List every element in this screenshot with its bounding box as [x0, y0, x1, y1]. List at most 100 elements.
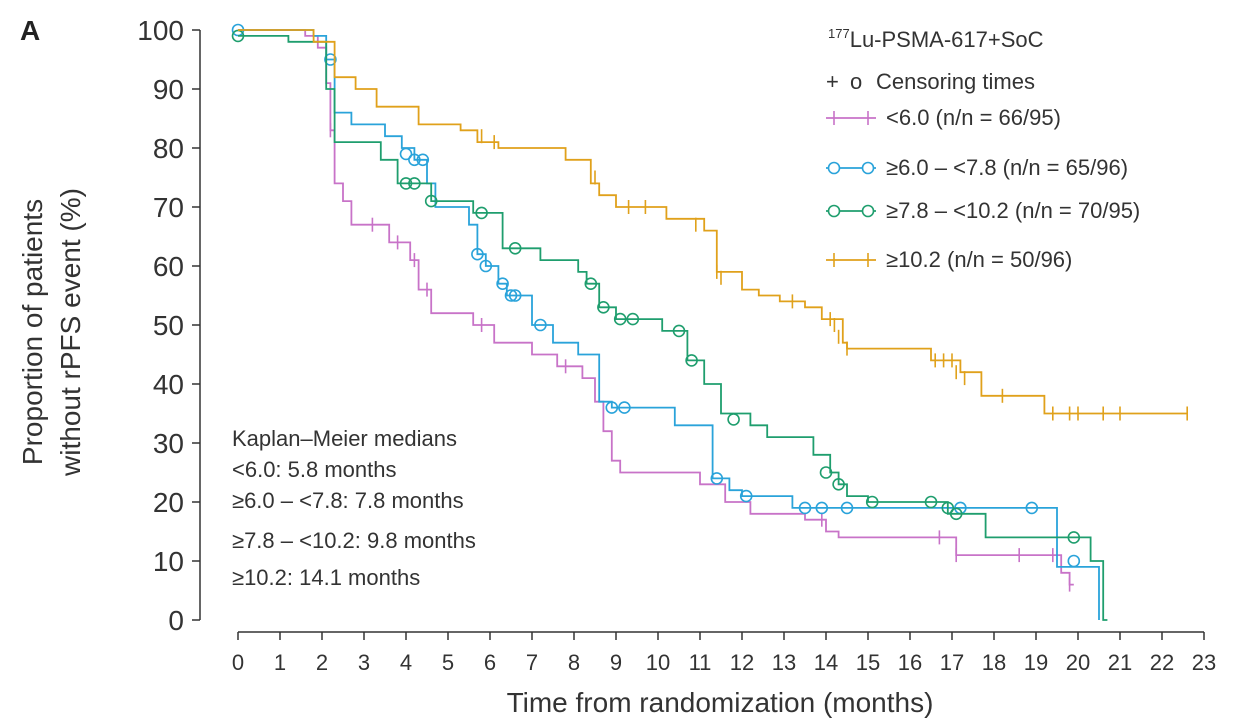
legend-entry-orange: ≥10.2 (n/n = 50/96)	[826, 247, 1072, 272]
x-axis-label: Time from randomization (months)	[507, 687, 934, 718]
x-tick-label: 12	[730, 650, 754, 675]
legend-label: ≥10.2 (n/n = 50/96)	[886, 247, 1072, 272]
x-tick-label: 13	[772, 650, 796, 675]
censor-mark	[613, 312, 627, 326]
censor-mark	[1067, 531, 1081, 544]
censor-mark	[949, 507, 963, 521]
legend-title: 177Lu-PSMA-617+SoC	[828, 26, 1044, 52]
censor-mark	[597, 300, 610, 314]
x-tick-label: 15	[856, 650, 880, 675]
censor-mark	[408, 177, 421, 190]
censor-mark	[605, 401, 619, 414]
x-tick-label: 3	[358, 650, 370, 675]
censor-mark	[819, 466, 833, 479]
legend-label: ≥6.0 – <7.8 (n/n = 65/96)	[886, 155, 1128, 180]
censor-mark	[508, 289, 522, 302]
x-tick-label: 2	[316, 650, 328, 675]
censor-mark	[496, 277, 509, 291]
censor-mark	[324, 53, 337, 66]
km-curve-blue	[238, 29, 1100, 620]
legend-marker	[861, 204, 875, 218]
x-tick-label: 16	[898, 650, 922, 675]
y-tick-label: 100	[137, 15, 184, 46]
km-medians-heading: Kaplan–Meier medians	[232, 426, 457, 451]
censor-mark	[618, 401, 631, 414]
censor-mark	[1067, 554, 1081, 568]
km-median-line-2: ≥6.0 – <7.8: 7.8 months	[232, 488, 464, 513]
censor-mark	[840, 501, 854, 515]
y-tick-label: 90	[153, 74, 184, 105]
y-tick-label: 60	[153, 251, 184, 282]
censor-mark	[685, 354, 698, 367]
x-tick-label: 1	[274, 650, 286, 675]
censor-mark	[471, 247, 484, 261]
censor-mark	[508, 242, 522, 255]
series-orange	[238, 29, 1188, 421]
y-tick-label: 50	[153, 310, 184, 341]
panel-label: A	[20, 15, 40, 46]
censor-mark	[798, 501, 812, 515]
km-curve-pink	[238, 29, 1074, 586]
y-tick-label: 80	[153, 133, 184, 164]
legend-entry-blue: ≥6.0 – <7.8 (n/n = 65/96)	[826, 155, 1128, 180]
y-tick-label: 30	[153, 428, 184, 459]
legend-label: <6.0 (n/n = 66/95)	[886, 105, 1061, 130]
x-tick-label: 20	[1066, 650, 1090, 675]
series-pink	[238, 29, 1074, 592]
y-tick-label: 0	[168, 605, 184, 636]
censor-mark	[399, 177, 413, 190]
censor-mark	[534, 318, 547, 332]
censor-mark	[941, 501, 955, 515]
legend-marker	[827, 161, 841, 175]
x-tick-label: 22	[1150, 650, 1174, 675]
y-axis-label: Proportion of patients without rPFS even…	[17, 188, 86, 477]
censor-mark	[399, 147, 413, 161]
y-axis-label-line2: without rPFS event (%)	[55, 188, 86, 477]
x-tick-label: 5	[442, 650, 454, 675]
x-tick-label: 6	[484, 650, 496, 675]
km-medians-box: Kaplan–Meier medians <6.0: 5.8 months ≥6…	[232, 426, 476, 590]
x-tick-label: 19	[1024, 650, 1048, 675]
censor-mark	[815, 501, 829, 515]
km-median-line-4: ≥10.2: 14.1 months	[232, 565, 420, 590]
legend-entry-green: ≥7.8 – <10.2 (n/n = 70/95)	[826, 198, 1140, 223]
legend-title-main: Lu-PSMA-617+SoC	[850, 27, 1044, 52]
censor-mark	[416, 153, 430, 167]
censor-mark	[739, 489, 753, 503]
x-tick-label: 21	[1108, 650, 1132, 675]
censor-mark	[832, 477, 845, 491]
x-tick-label: 14	[814, 650, 838, 675]
censor-mark	[1025, 501, 1039, 515]
censor-mark	[865, 495, 879, 509]
series-layer	[231, 23, 1188, 621]
legend-entry-pink: <6.0 (n/n = 66/95)	[826, 105, 1061, 130]
x-tick-label: 11	[689, 650, 712, 675]
legend-marker	[827, 204, 841, 218]
legend-title-superscript: 177	[828, 26, 850, 41]
x-tick-label: 7	[526, 650, 538, 675]
x-tick-label: 17	[940, 650, 964, 675]
censor-mark	[475, 206, 488, 220]
censor-mark	[408, 153, 421, 167]
censor-mark	[504, 289, 518, 302]
x-tick-label: 9	[610, 650, 622, 675]
censor-mark	[626, 312, 640, 326]
legend-censor-row: + o Censoring times	[826, 69, 1035, 94]
km-median-line-1: <6.0: 5.8 months	[232, 457, 397, 482]
km-median-line-3: ≥7.8 – <10.2: 9.8 months	[232, 528, 476, 553]
y-tick-label: 20	[153, 487, 184, 518]
legend-marker	[861, 161, 875, 175]
x-tick-label: 0	[232, 650, 244, 675]
y-tick-label: 10	[153, 546, 184, 577]
censor-circle-symbol: o	[850, 69, 862, 94]
legend-entries: <6.0 (n/n = 66/95) ≥6.0 – <7.8 (n/n = 65/…	[826, 105, 1140, 272]
x-tick-label: 8	[568, 650, 580, 675]
censor-mark	[710, 472, 724, 485]
legend: 177Lu-PSMA-617+SoC + o Censoring times <…	[826, 26, 1140, 272]
censor-mark	[479, 259, 493, 273]
x-tick-label: 4	[400, 650, 412, 675]
x-tick-label: 10	[646, 650, 670, 675]
y-tick-label: 70	[153, 192, 184, 223]
y-tick-label: 40	[153, 369, 184, 400]
